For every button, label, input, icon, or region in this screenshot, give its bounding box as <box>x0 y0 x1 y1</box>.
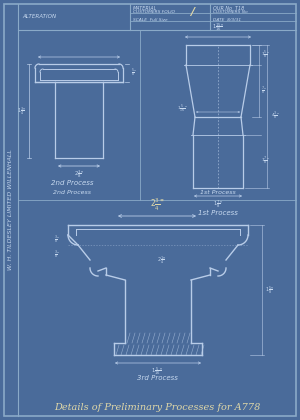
Text: CUSTOMERS No: CUSTOMERS No <box>213 10 248 14</box>
Text: $2\frac{3}{4}$": $2\frac{3}{4}$" <box>150 197 164 213</box>
Text: W. H. TILDESLEY LIMITED WILLENHALL: W. H. TILDESLEY LIMITED WILLENHALL <box>8 150 14 270</box>
Text: CUSTOMERS FOLIO: CUSTOMERS FOLIO <box>133 10 175 14</box>
Text: MATERIAL: MATERIAL <box>133 5 158 10</box>
Text: SCALE  Full Size: SCALE Full Size <box>133 18 168 22</box>
Text: $\frac{5}{8}$": $\frac{5}{8}$" <box>131 67 137 79</box>
Text: $1\frac{3}{4}$": $1\frac{3}{4}$" <box>17 105 27 117</box>
Text: $2\frac{1}{4}$": $2\frac{1}{4}$" <box>157 254 167 266</box>
Text: 2nd Process: 2nd Process <box>53 190 91 195</box>
Text: /: / <box>190 7 194 17</box>
Text: $\frac{7}{8}$": $\frac{7}{8}$" <box>261 85 267 97</box>
Text: ALTERATION: ALTERATION <box>22 15 56 19</box>
Text: $1\frac{7}{8}$": $1\frac{7}{8}$" <box>261 156 270 167</box>
Text: $1\frac{15}{16}$": $1\frac{15}{16}$" <box>212 21 224 33</box>
Text: $\frac{3}{8}$": $\frac{3}{8}$" <box>54 234 60 246</box>
Text: $4\frac{3}{8}$": $4\frac{3}{8}$" <box>271 111 280 122</box>
Text: DATE  8/3/31: DATE 8/3/31 <box>213 18 241 22</box>
Text: $1\frac{5}{8}$": $1\frac{5}{8}$" <box>265 284 275 296</box>
Text: Details of Preliminary Processes for A778: Details of Preliminary Processes for A77… <box>54 403 260 412</box>
Text: $\frac{3}{8}$": $\frac{3}{8}$" <box>54 249 60 261</box>
Text: 1st Process: 1st Process <box>198 210 238 216</box>
Text: $1\frac{5}{16}$": $1\frac{5}{16}$" <box>151 365 163 377</box>
Text: 1st Process: 1st Process <box>200 190 236 195</box>
Text: $1\frac{5}{16}$": $1\frac{5}{16}$" <box>177 103 188 115</box>
Text: $1\frac{5}{8}$": $1\frac{5}{8}$" <box>261 49 270 61</box>
Text: OUR No  T18: OUR No T18 <box>213 5 244 10</box>
Text: 2nd Process: 2nd Process <box>51 180 93 186</box>
Text: $2\frac{3}{8}$": $2\frac{3}{8}$" <box>74 168 84 180</box>
Text: $1\frac{7}{8}$": $1\frac{7}{8}$" <box>213 198 223 210</box>
Text: 3rd Process: 3rd Process <box>136 375 177 381</box>
